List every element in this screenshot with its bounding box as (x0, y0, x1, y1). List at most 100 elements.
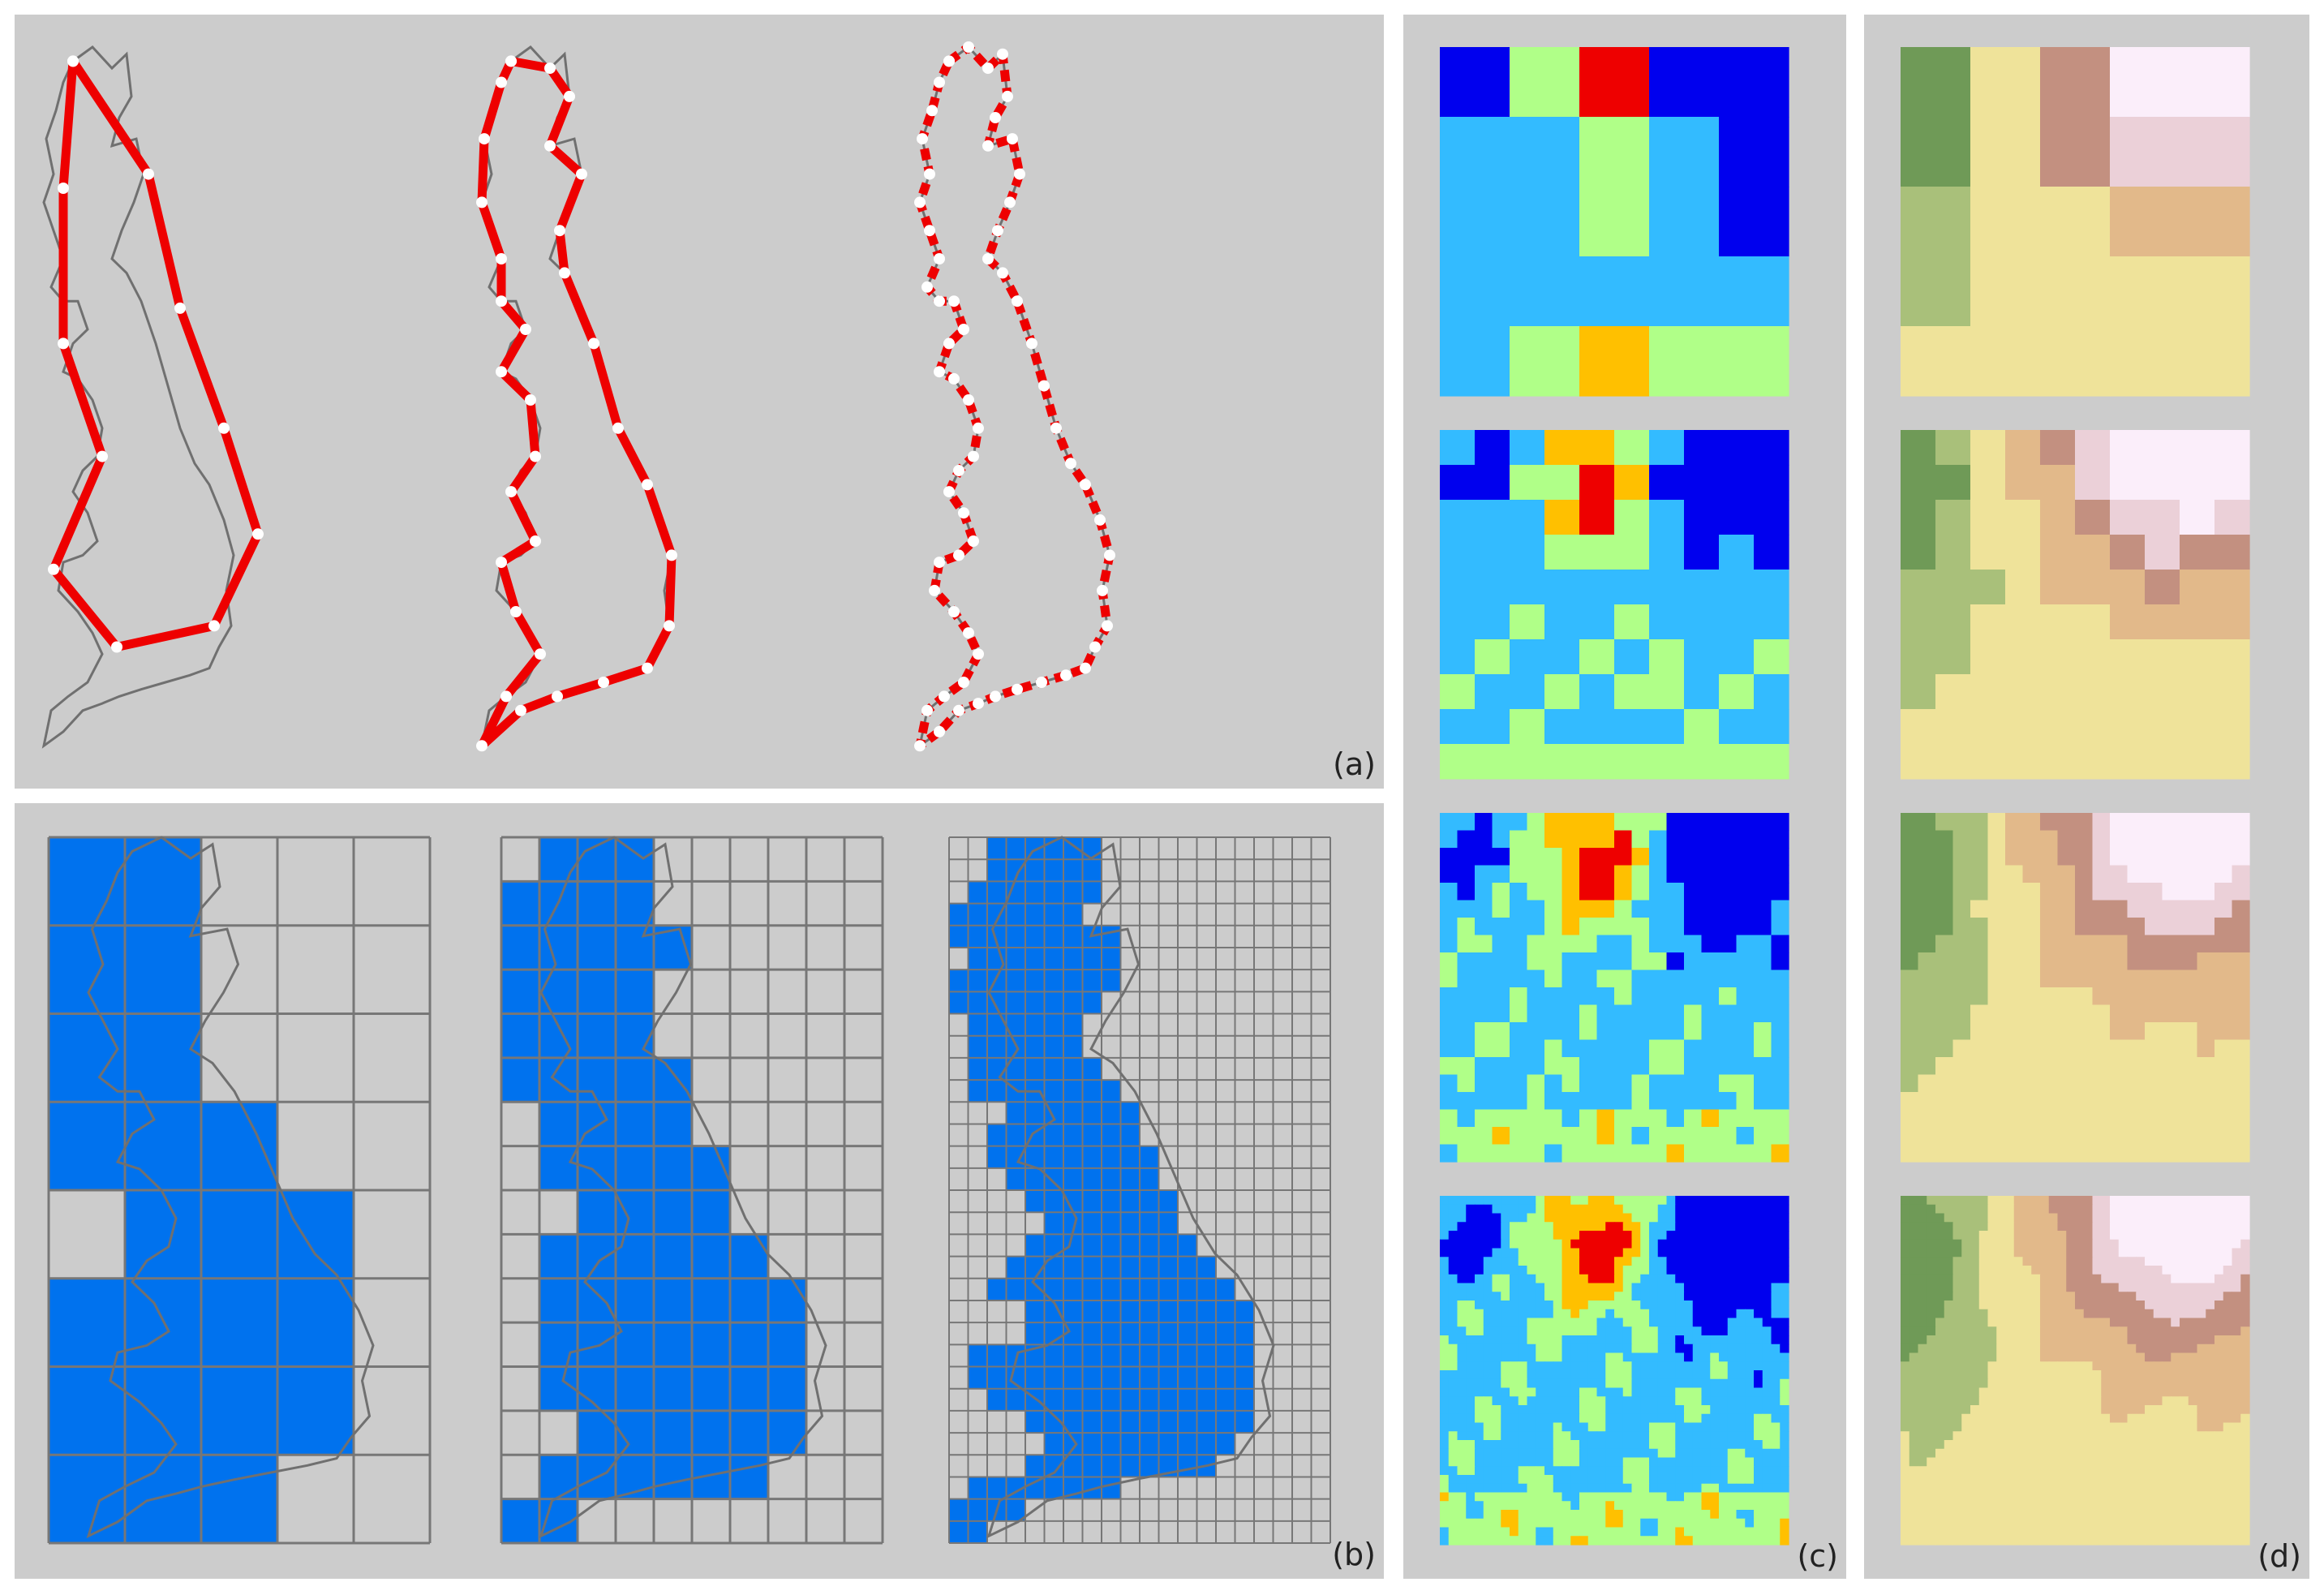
raster-cell (1640, 1448, 1650, 1459)
raster-cell (1666, 865, 1685, 883)
vertex-marker (505, 486, 517, 498)
raster-cell (2092, 1213, 2102, 1223)
raster-cell (1475, 1518, 1484, 1528)
raster-cell (1719, 709, 1755, 745)
vertex-marker (982, 140, 994, 152)
raster-cell (2188, 1361, 2198, 1371)
raster-cell (1935, 987, 1954, 1006)
raster-cell (1562, 1440, 1571, 1450)
raster-cell (2005, 1231, 2015, 1240)
raster-cell (2136, 1422, 2146, 1432)
raster-cell (1640, 1248, 1650, 1258)
raster-cell (1754, 1536, 1763, 1546)
raster-cell (2022, 1213, 2032, 1223)
grid-cell (949, 925, 969, 948)
raster-cell (2005, 1222, 2015, 1232)
raster-cell (1901, 1022, 1919, 1041)
raster-cell (1544, 1492, 1554, 1502)
raster-cell (1483, 1343, 1493, 1354)
raster-cell (1510, 848, 1528, 866)
raster-cell (1935, 1318, 1945, 1327)
raster-cell (2127, 918, 2146, 936)
raster-cell (1978, 1501, 1989, 1511)
raster-cell (2022, 1466, 2032, 1476)
raster-cell (1596, 813, 1615, 832)
grid-cell (578, 1057, 616, 1103)
raster-cell (1719, 1510, 1729, 1520)
raster-cell (1553, 1440, 1563, 1450)
raster-cell (1909, 1536, 1919, 1546)
raster-cell (2110, 969, 2129, 988)
raster-cell (2136, 1536, 2146, 1546)
raster-cell (2075, 1431, 2085, 1441)
raster-cell (2136, 1204, 2146, 1215)
raster-cell (2048, 1266, 2059, 1275)
raster-cell (1483, 1440, 1493, 1450)
raster-cell (1570, 1204, 1580, 1215)
raster-cell (1666, 900, 1685, 918)
raster-cell (1640, 1422, 1650, 1432)
raster-cell (1727, 1396, 1738, 1406)
raster-cell (1544, 1213, 1554, 1223)
raster-cell (1701, 1196, 1711, 1206)
raster-cell (1780, 1301, 1789, 1310)
raster-cell (1727, 1292, 1738, 1301)
raster-cell (2240, 1266, 2250, 1275)
raster-cell (1952, 1457, 1962, 1467)
raster-cell (1754, 1004, 1772, 1023)
raster-cell (1944, 1492, 1954, 1502)
raster-cell (2162, 1527, 2172, 1537)
raster-cell (2240, 1292, 2250, 1301)
raster-cell (1935, 900, 1954, 918)
raster-cell (2118, 1405, 2129, 1415)
raster-cell (1587, 1396, 1598, 1406)
raster-cell (2162, 1483, 2172, 1494)
raster-cell (2092, 1109, 2111, 1128)
raster-cell (2040, 1127, 2059, 1146)
raster-cell (2118, 1301, 2129, 1310)
raster-cell (1544, 1309, 1554, 1319)
raster-cell (1944, 1413, 1954, 1424)
raster-cell (1492, 1440, 1501, 1450)
raster-cell (1579, 1231, 1589, 1240)
raster-cell (2110, 883, 2129, 901)
raster-cell (1631, 1274, 1641, 1284)
raster-cell (1631, 1022, 1650, 1041)
raster-cell (2214, 1222, 2224, 1232)
raster-cell (2136, 1301, 2146, 1310)
raster-cell (1562, 1239, 1571, 1249)
raster-cell (2040, 1457, 2050, 1467)
raster-cell (2110, 1257, 2120, 1266)
raster-cell (1448, 1343, 1458, 1354)
raster-cell (1649, 1022, 1668, 1041)
raster-cell (1649, 1109, 1668, 1128)
raster-cell (1587, 1440, 1598, 1450)
raster-cell (2048, 1422, 2059, 1432)
raster-cell (2092, 1231, 2102, 1240)
raster-cell (2180, 465, 2215, 501)
raster-cell (1579, 1457, 1589, 1467)
raster-cell (2136, 1335, 2146, 1345)
raster-cell (1614, 1518, 1624, 1528)
raster-cell (1475, 1274, 1484, 1284)
raster-cell (1762, 1222, 1772, 1232)
grid-cell (987, 837, 1007, 860)
raster-cell (1666, 1039, 1685, 1058)
raster-cell (2075, 1361, 2085, 1371)
raster-cell (2013, 1361, 2024, 1371)
vertex-marker (1002, 90, 1013, 102)
raster-cell (2162, 1405, 2172, 1415)
raster-cell (1570, 1466, 1580, 1476)
raster-cell (1727, 1196, 1738, 1206)
raster-cell (2005, 465, 2041, 501)
raster-cell (1710, 1448, 1720, 1459)
raster-cell (2223, 1396, 2233, 1406)
raster-cell (2197, 1231, 2206, 1240)
raster-cell (2066, 1283, 2076, 1292)
raster-cell (1970, 1248, 1980, 1258)
raster-cell (1579, 1343, 1589, 1354)
raster-cell (2022, 1343, 2032, 1354)
raster-cell (2057, 1475, 2067, 1485)
raster-cell (1544, 900, 1563, 918)
grid-cell (1006, 1124, 1025, 1146)
